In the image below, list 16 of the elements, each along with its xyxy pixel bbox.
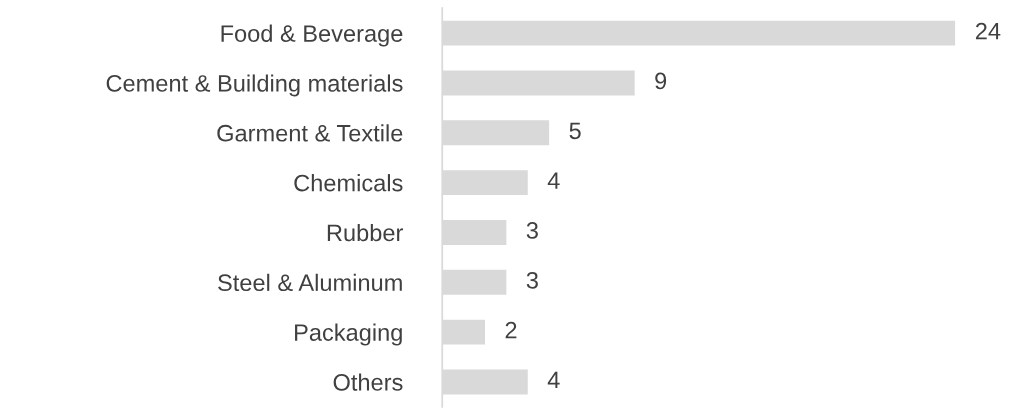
data-label: 4	[547, 172, 560, 189]
y-tick-label: Garment & Textile	[217, 124, 403, 142]
data-label: 5	[569, 122, 581, 140]
y-tick-label: Steel & Aluminum	[218, 273, 402, 292]
data-label: 3	[526, 271, 538, 289]
y-tick-label: Cement & Building materials	[106, 74, 403, 97]
data-label: 3	[526, 222, 538, 239]
data-label: 24	[975, 22, 1001, 40]
y-tick-label: Packaging	[295, 323, 402, 346]
data-label: 2	[505, 321, 517, 339]
y-tick-label: Others	[333, 373, 403, 391]
y-tick-label: Chemicals	[294, 174, 403, 192]
y-tick-label: Food & Beverage	[221, 24, 403, 47]
data-label: 4	[547, 371, 560, 389]
data-label: 9	[655, 72, 667, 90]
y-tick-label: Rubber	[327, 223, 403, 242]
